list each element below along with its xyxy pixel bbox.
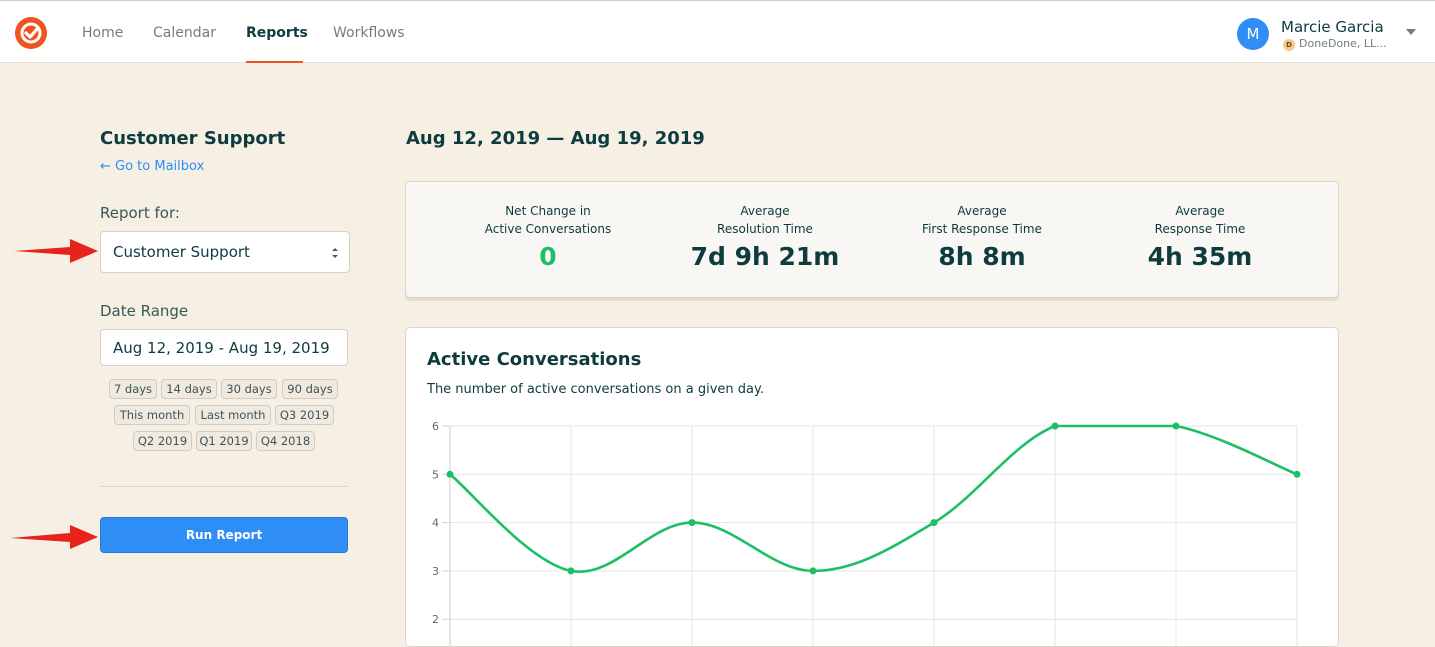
range-chip-30-days[interactable]: 30 days: [221, 379, 277, 399]
user-avatar[interactable]: M: [1237, 18, 1269, 50]
nav-calendar[interactable]: Calendar: [153, 25, 216, 41]
stat-label: Active Conversations: [484, 222, 612, 236]
select-arrows-icon: [332, 248, 338, 258]
chart-y-tick-label: 4: [432, 517, 439, 530]
stat-value: 7d 9h 21m: [690, 242, 840, 271]
app-logo[interactable]: [15, 17, 47, 49]
chart-y-tick-label: 3: [432, 565, 439, 578]
range-chip-q3-2019[interactable]: Q3 2019: [275, 405, 334, 425]
chart-subtitle: The number of active conversations on a …: [427, 382, 764, 397]
range-chip-q1-2019[interactable]: Q1 2019: [196, 431, 252, 451]
stat-label: Resolution Time: [717, 222, 813, 236]
report-for-select[interactable]: Customer Support: [100, 231, 350, 273]
date-range-value: Aug 12, 2019 - Aug 19, 2019: [113, 339, 330, 357]
chart-data-point: [1051, 422, 1059, 430]
stat-label: Average: [1175, 204, 1225, 218]
stat-value: 4h 35m: [1147, 242, 1253, 271]
org-name: DoneDone, LL...: [1299, 37, 1387, 50]
stat-label: Average: [957, 204, 1007, 218]
chart-data-point: [688, 519, 696, 527]
range-chip-7-days[interactable]: 7 days: [109, 379, 157, 399]
chart-y-tick-label: 5: [432, 468, 439, 481]
range-chip-90-days[interactable]: 90 days: [282, 379, 338, 399]
stat-value: 8h 8m: [938, 242, 1026, 271]
stat-average-first-response-time: Average First Response Time 8h 8m: [872, 202, 1092, 271]
mailbox-title: Customer Support: [100, 128, 286, 149]
nav-reports[interactable]: Reports: [246, 1, 308, 63]
range-chip-this-month[interactable]: This month: [114, 405, 190, 425]
user-name[interactable]: Marcie Garcia: [1281, 18, 1384, 36]
chart-data-point: [930, 519, 938, 527]
stat-label: Average: [740, 204, 790, 218]
chart-title: Active Conversations: [427, 349, 642, 370]
date-range-input[interactable]: Aug 12, 2019 - Aug 19, 2019: [100, 329, 348, 366]
chevron-down-icon[interactable]: [1406, 29, 1416, 35]
report-date-range-title: Aug 12, 2019 — Aug 19, 2019: [406, 128, 705, 149]
run-report-button[interactable]: Run Report: [100, 517, 348, 553]
report-for-label: Report for:: [100, 204, 180, 222]
chart-y-tick-label: 2: [432, 613, 439, 626]
stat-average-resolution-time: Average Resolution Time 7d 9h 21m: [655, 202, 875, 271]
stat-label: Net Change in: [505, 204, 591, 218]
go-to-mailbox-link[interactable]: ← Go to Mailbox: [100, 159, 205, 174]
stat-label: Response Time: [1154, 222, 1246, 236]
range-chip-q2-2019[interactable]: Q2 2019: [133, 431, 192, 451]
range-chip-last-month[interactable]: Last month: [195, 405, 271, 425]
org-avatar: D: [1283, 39, 1295, 51]
chart-data-point: [567, 567, 575, 575]
date-range-label: Date Range: [100, 302, 189, 320]
checkmark-logo-icon: [20, 22, 42, 44]
range-chip-q4-2018[interactable]: Q4 2018: [256, 431, 315, 451]
annotation-arrow-icon: [10, 525, 98, 549]
chart-data-point: [446, 470, 454, 478]
sidebar-divider: [100, 486, 348, 487]
chart-data-point: [1172, 422, 1180, 430]
active-conversations-card: Active Conversations The number of activ…: [405, 327, 1339, 647]
nav-home[interactable]: Home: [82, 25, 124, 41]
annotation-arrow-icon: [14, 239, 98, 263]
report-for-value: Customer Support: [113, 243, 250, 261]
summary-stats-card: Net Change in Active Conversations 0 Ave…: [405, 181, 1339, 298]
chart-data-point: [809, 567, 817, 575]
stat-value: 0: [539, 242, 557, 271]
chart-y-tick-label: 6: [432, 420, 439, 433]
stat-average-response-time: Average Response Time 4h 35m: [1090, 202, 1310, 271]
nav-workflows[interactable]: Workflows: [333, 25, 405, 41]
active-conversations-line-chart: 3 4 5 6 2: [432, 420, 1301, 646]
chart-series-line: [449, 424, 1298, 574]
range-chip-14-days[interactable]: 14 days: [161, 379, 217, 399]
chart-data-point: [1293, 470, 1301, 478]
top-navigation-bar: Home Calendar Reports Workflows M Marcie…: [0, 0, 1435, 63]
stat-net-change: Net Change in Active Conversations 0: [438, 202, 658, 271]
stat-label: First Response Time: [922, 222, 1042, 236]
